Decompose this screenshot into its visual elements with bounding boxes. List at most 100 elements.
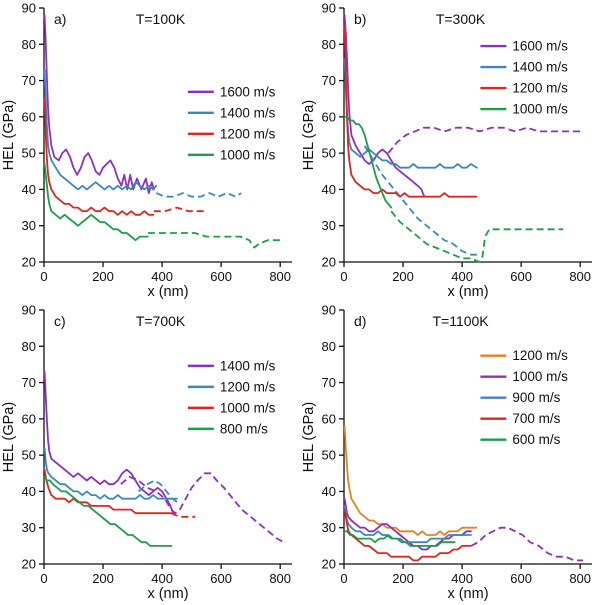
x-tick-label: 800 bbox=[569, 571, 591, 586]
y-tick-label: 30 bbox=[322, 218, 336, 233]
y-tick-label: 20 bbox=[322, 557, 336, 572]
series-1400-m-s-dashed bbox=[120, 472, 285, 543]
legend-label-1200-m-s: 1200 m/s bbox=[512, 348, 568, 363]
series-1400-m-s-solid bbox=[343, 57, 478, 169]
x-axis-label: x (nm) bbox=[447, 284, 488, 300]
y-tick-label: 70 bbox=[322, 375, 336, 390]
y-tick-label: 80 bbox=[322, 37, 336, 52]
series-1400-m-s-solid bbox=[43, 370, 175, 515]
y-tick-label: 50 bbox=[322, 146, 336, 161]
x-tick-label: 0 bbox=[40, 269, 47, 284]
x-tick-label: 0 bbox=[340, 269, 347, 284]
panel-title: T=700K bbox=[136, 313, 186, 329]
y-tick-label: 80 bbox=[22, 37, 36, 52]
series-1200-m-s-solid bbox=[43, 97, 155, 216]
series-1000-m-s-solid bbox=[43, 163, 149, 242]
legend-label-800-m-s: 800 m/s bbox=[220, 421, 268, 436]
x-tick-label: 600 bbox=[210, 571, 232, 586]
series-700-m-s-solid bbox=[343, 508, 472, 562]
series-1000-m-s-dashed bbox=[170, 512, 196, 518]
legend-label-1400-m-s: 1400 m/s bbox=[220, 358, 276, 373]
series-1000-m-s-solid bbox=[343, 116, 393, 209]
legend-label-1000-m-s: 1000 m/s bbox=[512, 102, 568, 117]
x-tick-label: 400 bbox=[451, 269, 473, 284]
y-tick-label: 20 bbox=[22, 255, 36, 270]
series-1000-m-s-dashed bbox=[390, 210, 564, 263]
y-tick-label: 90 bbox=[322, 303, 336, 318]
panel-title: T=1100K bbox=[432, 313, 489, 329]
legend-label-1000-m-s: 1000 m/s bbox=[220, 400, 276, 415]
y-tick-label: 90 bbox=[322, 1, 336, 16]
panel-letter: c) bbox=[54, 313, 66, 329]
legend-label-1200-m-s: 1200 m/s bbox=[220, 379, 276, 394]
legend-label-1000-m-s: 1000 m/s bbox=[512, 369, 568, 384]
x-tick-label: 200 bbox=[392, 571, 414, 586]
y-tick-label: 60 bbox=[22, 109, 36, 124]
x-tick-label: 400 bbox=[451, 571, 473, 586]
legend-label-1200-m-s: 1200 m/s bbox=[512, 81, 568, 96]
series-1400-m-s-solid bbox=[43, 68, 158, 191]
x-tick-label: 600 bbox=[510, 269, 532, 284]
y-tick-label: 70 bbox=[322, 73, 336, 88]
legend-label-1600-m-s: 1600 m/s bbox=[512, 39, 568, 54]
series-1600-m-s-dashed bbox=[387, 126, 582, 154]
x-tick-label: 600 bbox=[210, 269, 232, 284]
series-1200-m-s-dashed bbox=[137, 479, 178, 504]
y-tick-label: 70 bbox=[22, 375, 36, 390]
series-1000-m-s-dashed bbox=[147, 232, 281, 249]
x-tick-label: 800 bbox=[269, 269, 291, 284]
series-1000-m-s-solid bbox=[43, 468, 172, 515]
y-tick-label: 40 bbox=[322, 182, 336, 197]
y-tick-label: 70 bbox=[22, 73, 36, 88]
series-900-m-s-solid bbox=[343, 504, 472, 544]
panel-title: T=300K bbox=[436, 11, 486, 27]
legend-label-1000-m-s: 1000 m/s bbox=[220, 147, 276, 162]
y-tick-label: 60 bbox=[22, 411, 36, 426]
legend-label-1200-m-s: 1200 m/s bbox=[220, 126, 276, 141]
y-tick-label: 30 bbox=[22, 520, 36, 535]
y-tick-label: 50 bbox=[322, 448, 336, 463]
y-tick-label: 30 bbox=[322, 520, 336, 535]
y-tick-label: 50 bbox=[22, 146, 36, 161]
y-tick-label: 90 bbox=[22, 1, 36, 16]
legend-label-1400-m-s: 1400 m/s bbox=[220, 105, 276, 120]
legend-label-1400-m-s: 1400 m/s bbox=[512, 60, 568, 75]
x-tick-label: 600 bbox=[510, 571, 532, 586]
series-1200-m-s-solid bbox=[343, 425, 478, 536]
x-tick-label: 0 bbox=[40, 571, 47, 586]
legend-label-1600-m-s: 1600 m/s bbox=[220, 84, 276, 99]
series-1200-m-s-dashed bbox=[153, 206, 207, 213]
panel-a-chart: 20 30 40 50 60 70 80 90 0 200 400 600 800 HEL (GPa) x … bbox=[1, 1, 292, 300]
series-1400-m-s-dashed bbox=[155, 192, 242, 198]
series-1200-m-s-solid bbox=[343, 25, 478, 198]
x-tick-label: 200 bbox=[92, 571, 114, 586]
y-tick-label: 40 bbox=[22, 484, 36, 499]
panel-letter: a) bbox=[54, 11, 66, 27]
series-600-m-s-solid bbox=[343, 530, 456, 547]
y-tick-label: 50 bbox=[22, 448, 36, 463]
panel-b-chart: 20 30 40 50 60 70 80 90 0 200 400 600 800 HEL (GPa) x … bbox=[301, 1, 592, 300]
series-1600-m-s-solid bbox=[343, 14, 426, 198]
x-axis-label: x (nm) bbox=[147, 586, 188, 602]
panel-d-chart: 20 30 40 50 60 70 80 90 0 200 400 600 800 HEL (GPa) x … bbox=[301, 303, 592, 602]
panel-letter: d) bbox=[354, 313, 366, 329]
y-tick-label: 20 bbox=[322, 255, 336, 270]
y-tick-label: 40 bbox=[322, 484, 336, 499]
series-1400-m-s-dashed bbox=[363, 145, 478, 256]
x-tick-label: 400 bbox=[151, 571, 173, 586]
x-tick-label: 800 bbox=[569, 269, 591, 284]
y-axis-label: HEL (GPa) bbox=[301, 402, 317, 472]
y-axis-label: HEL (GPa) bbox=[301, 100, 317, 170]
panel-letter: b) bbox=[354, 11, 366, 27]
legend-label-600-m-s: 600 m/s bbox=[512, 432, 560, 447]
y-tick-label: 60 bbox=[322, 109, 336, 124]
y-tick-label: 40 bbox=[22, 182, 36, 197]
y-tick-label: 60 bbox=[322, 411, 336, 426]
series-800-m-s-solid bbox=[43, 475, 173, 547]
y-axis-label: HEL (GPa) bbox=[1, 100, 17, 170]
x-axis-label: x (nm) bbox=[447, 586, 488, 602]
series-1000-m-s-solid bbox=[343, 497, 472, 551]
panel-title: T=100K bbox=[136, 11, 186, 27]
series-1200-m-s-solid bbox=[43, 446, 178, 500]
